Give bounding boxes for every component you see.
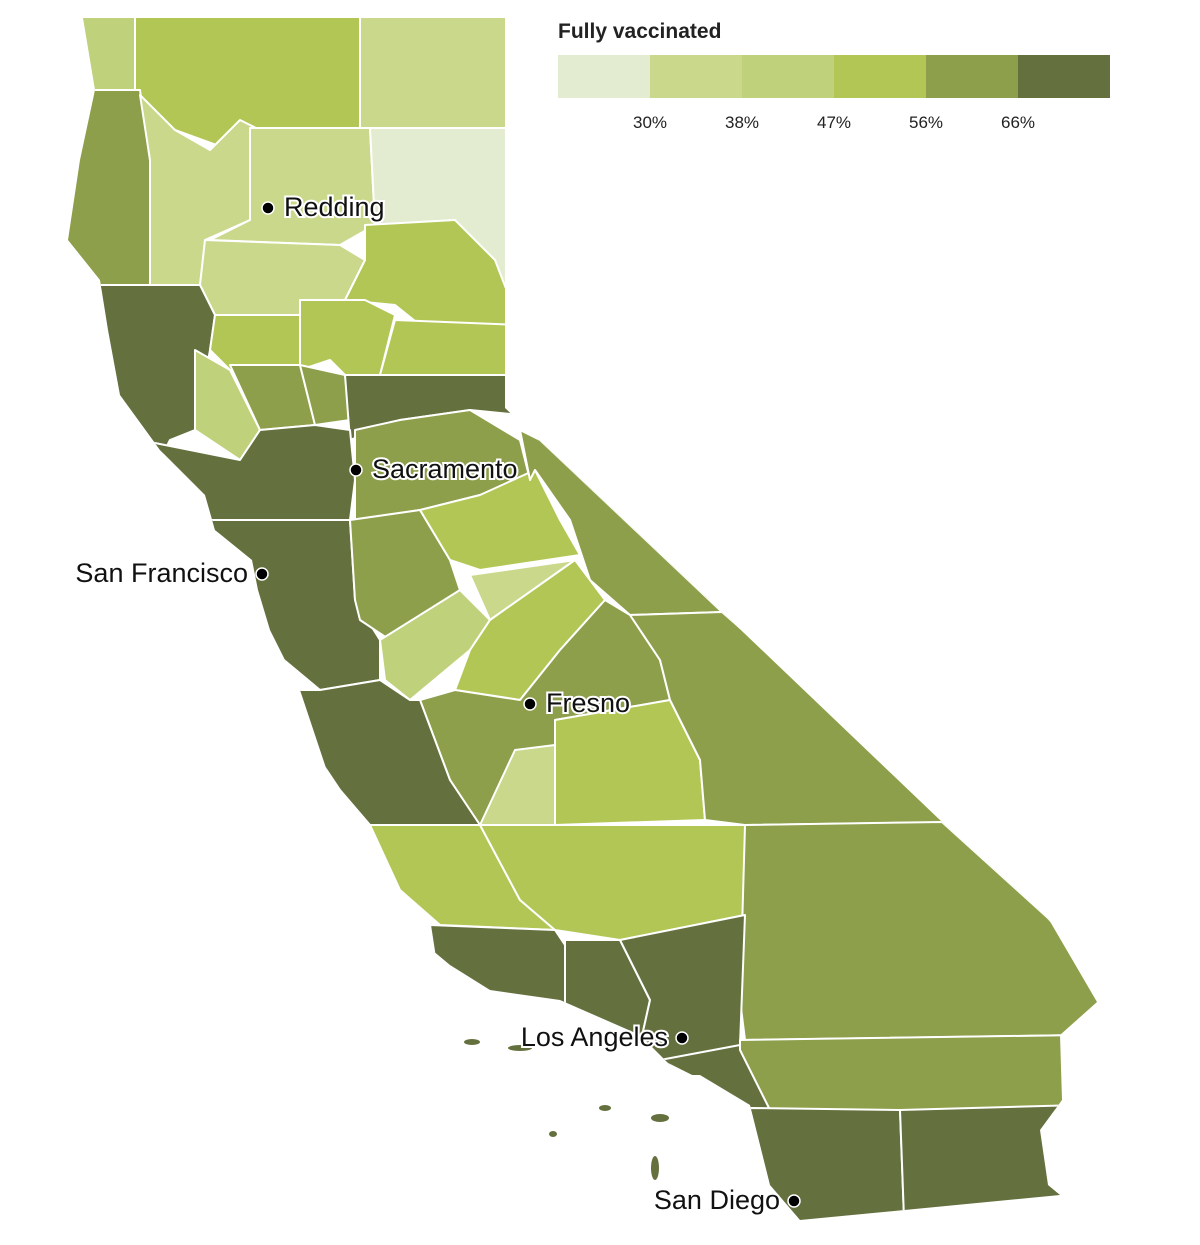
- island: [464, 1039, 480, 1045]
- cities: Redding Sacramento San Francisco Fresno Los …: [73, 190, 801, 1217]
- island: [651, 1156, 659, 1180]
- county: [359, 18, 521, 129]
- legend-tick-label: 47%: [817, 113, 851, 132]
- city-label: Redding: [284, 192, 385, 222]
- counties: [68, 18, 1097, 1220]
- legend-swatch: [558, 55, 650, 98]
- county: [68, 89, 151, 291]
- legend-tick-label: 66%: [1001, 113, 1035, 132]
- island: [549, 1131, 557, 1137]
- county: [299, 299, 396, 376]
- county: [739, 821, 1097, 1041]
- legend-tick-label: 56%: [909, 113, 943, 132]
- island: [651, 1114, 669, 1122]
- island: [599, 1105, 611, 1111]
- county: [429, 924, 566, 1011]
- city-dot: [523, 697, 537, 711]
- county: [68, 18, 136, 96]
- islands: [464, 1039, 669, 1180]
- county: [899, 1104, 1081, 1220]
- legend-swatch: [650, 55, 742, 98]
- city-label: San Diego: [654, 1185, 780, 1215]
- county: [749, 1107, 906, 1220]
- city-dot: [255, 567, 269, 581]
- city-dot: [675, 1031, 689, 1045]
- legend-swatch: [742, 55, 834, 98]
- legend: 30% 38% 47% 56% 66%: [558, 55, 1110, 132]
- city-dot: [349, 463, 363, 477]
- city-label: Fresno: [546, 688, 630, 718]
- city-label: Sacramento: [372, 454, 518, 484]
- city-dot: [261, 201, 275, 215]
- legend-tick-label: 38%: [725, 113, 759, 132]
- county: [209, 314, 301, 371]
- legend-tick-label: 30%: [633, 113, 667, 132]
- legend-swatch: [926, 55, 1018, 98]
- city-dot: [787, 1194, 801, 1208]
- island: [508, 1045, 532, 1051]
- legend-swatch: [1018, 55, 1110, 98]
- county: [419, 469, 581, 571]
- legend-swatch: [834, 55, 926, 98]
- legend-title: Fully vaccinated: [558, 20, 721, 43]
- county: [739, 1034, 1081, 1111]
- city-label: Los Angeles: [521, 1022, 668, 1052]
- city-label: San Francisco: [75, 558, 248, 588]
